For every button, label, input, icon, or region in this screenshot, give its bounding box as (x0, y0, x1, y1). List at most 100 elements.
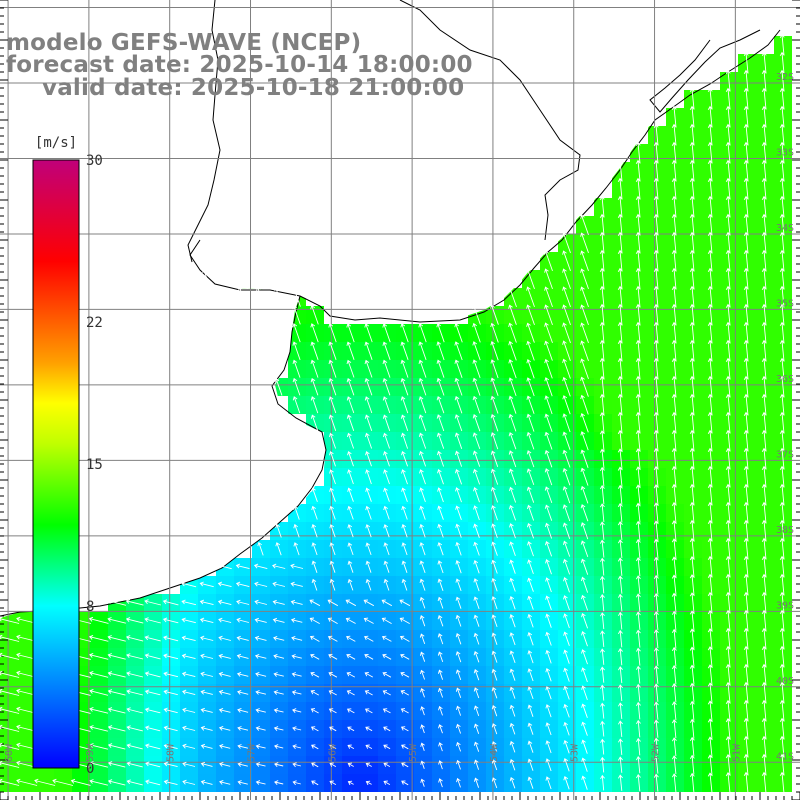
wind-arrow (219, 743, 231, 749)
wind-arrow (126, 761, 143, 768)
wind-arrow (599, 485, 605, 505)
wind-arrow (599, 321, 605, 344)
wind-arrow (707, 141, 713, 164)
wind-arrow (653, 159, 659, 182)
wind-arrow (779, 447, 785, 470)
wind-arrow (725, 195, 731, 218)
wind-arrow (779, 141, 785, 164)
wind-arrow (236, 635, 249, 641)
wind-arrow (0, 724, 20, 732)
wind-arrow (527, 776, 534, 789)
wind-arrow (508, 322, 517, 343)
wind-arrow (707, 736, 713, 757)
graticule-labels: 60W 59W 58W 57W 56W 55W 54W 53W 52W 51W 32S 33S 34S 3… (4, 72, 794, 762)
wind-arrow (437, 651, 444, 663)
wind-arrow (743, 483, 749, 506)
wind-arrow (472, 468, 481, 485)
wind-arrow (418, 377, 427, 396)
wind-arrow (419, 669, 426, 680)
wind-arrow (292, 377, 301, 396)
wind-arrow (635, 557, 641, 577)
wind-arrow (255, 780, 266, 785)
longitude-label: 55W (408, 743, 419, 762)
wind-arrow (544, 340, 553, 361)
wind-arrow (707, 375, 713, 398)
wind-arrow (599, 249, 605, 272)
wind-arrow (238, 286, 247, 308)
wind-arrow (202, 286, 211, 308)
wind-arrow (418, 414, 427, 432)
wind-arrow (600, 612, 605, 630)
wind-arrow (200, 725, 213, 731)
wind-arrow (653, 593, 659, 613)
wind-arrow (310, 323, 319, 343)
wind-arrow (563, 595, 570, 611)
wind-arrow (508, 340, 517, 361)
wind-arrow (653, 231, 659, 254)
wind-arrow (545, 686, 552, 700)
wind-arrow (254, 581, 268, 587)
wind-arrow (491, 723, 498, 735)
wind-arrow (0, 652, 20, 660)
wind-arrow (671, 159, 677, 182)
wind-arrow (635, 520, 641, 541)
wind-arrow (653, 773, 659, 792)
wind-arrow (725, 375, 731, 398)
wind-arrow (545, 776, 552, 790)
colorbar-gradient (32, 159, 80, 769)
wind-arrow (635, 575, 641, 595)
wind-arrow (725, 645, 731, 668)
wind-arrow (418, 432, 427, 449)
wind-arrow (563, 775, 570, 790)
wind-arrow (707, 772, 713, 793)
wind-arrow (563, 631, 570, 646)
wind-arrow (725, 555, 731, 578)
wind-arrow (383, 487, 390, 502)
longitude-label: 60W (4, 743, 15, 762)
wind-arrow (364, 396, 373, 414)
wind-arrow (509, 704, 516, 717)
wind-arrow (491, 686, 498, 699)
colorbar: [m/s] 30 22 15 8 0 (32, 135, 103, 777)
wind-arrow (328, 708, 337, 714)
wind-direction-arrows (0, 33, 785, 794)
wind-arrow (273, 690, 284, 695)
wind-arrow (689, 321, 695, 344)
wind-arrow (163, 671, 179, 678)
wind-arrow (200, 653, 214, 659)
wind-arrow (707, 483, 713, 506)
wind-arrow (580, 322, 589, 344)
wind-arrow (473, 687, 480, 699)
wind-arrow (508, 286, 517, 308)
longitude-label: 52W (651, 743, 662, 762)
wind-arrow (509, 668, 516, 681)
wind-arrow (509, 632, 516, 646)
wind-arrow (436, 396, 445, 414)
wind-arrow (545, 649, 552, 664)
wind-arrow (400, 708, 409, 714)
wind-arrow (473, 559, 480, 574)
wind-arrow (707, 754, 713, 775)
wind-arrow (508, 377, 517, 397)
wind-arrow (107, 725, 126, 732)
wind-arrow (779, 357, 785, 380)
wind-arrow (508, 395, 517, 414)
wind-arrow (509, 740, 516, 753)
wind-arrow (418, 323, 427, 343)
wind-arrow (689, 682, 695, 703)
wind-arrow (418, 341, 427, 361)
wind-arrow (455, 614, 462, 627)
wind-arrow (779, 717, 785, 740)
wind-arrow (219, 779, 231, 785)
wind-arrow (291, 654, 302, 659)
wind-arrow (527, 668, 534, 682)
wind-arrow (346, 708, 355, 714)
wind-arrow (182, 743, 196, 749)
wind-arrow (274, 377, 283, 396)
wind-arrow (34, 778, 56, 786)
wind-arrow (293, 523, 300, 538)
wind-arrow (455, 596, 462, 609)
wind-arrow (779, 609, 785, 632)
wind-arrow (347, 744, 355, 749)
wind-arrow (581, 739, 588, 754)
